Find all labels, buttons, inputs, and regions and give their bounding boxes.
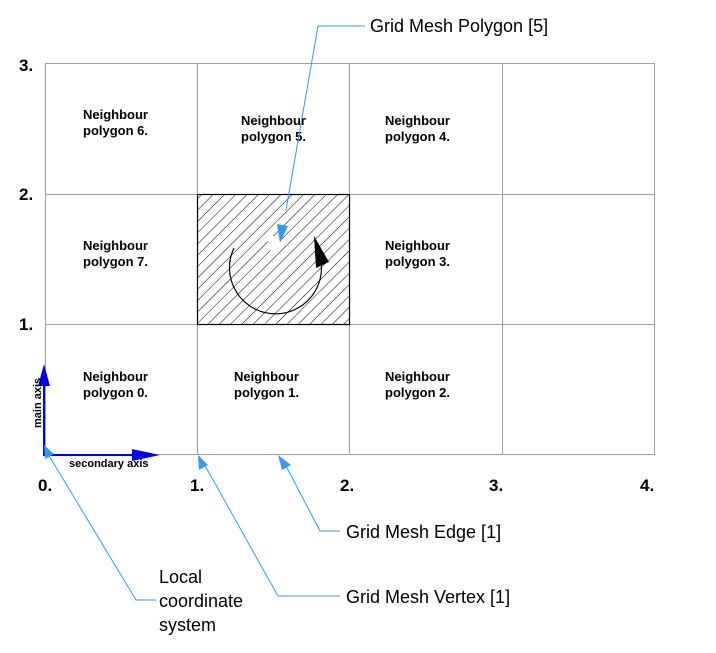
y-tick-label: 2. bbox=[19, 185, 33, 204]
y-tick-label: 1. bbox=[19, 315, 33, 334]
y-tick-labels: 1. 2. 3. bbox=[19, 56, 33, 334]
vertex-leader-arrowhead bbox=[198, 455, 208, 470]
secondary-axis-label: secondary axis bbox=[69, 458, 149, 470]
grid bbox=[45, 63, 655, 455]
x-tick-label: 4. bbox=[640, 476, 654, 495]
edge-callout: Grid Mesh Edge [1] bbox=[346, 522, 501, 542]
main-axis-arrowhead bbox=[38, 364, 50, 386]
local-cs-callout: Local coordinate system bbox=[159, 567, 243, 635]
neighbour-labels: Neighbour polygon 0. Neighbour polygon 1. … bbox=[83, 107, 450, 400]
x-tick-label: 2. bbox=[340, 476, 354, 495]
local-axes: main axis secondary axis bbox=[32, 364, 160, 470]
x-tick-label: 0. bbox=[38, 476, 52, 495]
leader-arrowheads bbox=[44, 224, 291, 470]
edge-leader-arrowhead bbox=[278, 455, 291, 470]
neighbour-label: Neighbour polygon 1. bbox=[234, 369, 299, 400]
orientation-arc bbox=[228, 245, 323, 315]
vertex-callout: Grid Mesh Vertex [1] bbox=[346, 587, 510, 607]
orientation-arrowhead bbox=[314, 236, 329, 268]
leader-lines bbox=[47, 25, 365, 601]
edge-leader-line bbox=[285, 465, 340, 532]
y-tick-label: 3. bbox=[19, 56, 33, 75]
x-tick-label: 1. bbox=[190, 476, 204, 495]
polygon-leader-line bbox=[285, 25, 365, 211]
neighbour-label: Neighbour polygon 0. bbox=[83, 369, 148, 400]
x-tick-labels: 0. 1. 2. 3. 4. bbox=[38, 476, 654, 495]
neighbour-label: Neighbour polygon 5. bbox=[241, 113, 306, 144]
local-cs-leader-line bbox=[47, 453, 156, 601]
vertex-leader-line bbox=[202, 461, 340, 597]
secondary-axis-arrowhead bbox=[132, 449, 160, 461]
neighbour-label: Neighbour polygon 7. bbox=[83, 238, 148, 269]
main-axis-label: main axis bbox=[32, 378, 44, 428]
polygon-leader-arrowhead bbox=[277, 224, 288, 243]
neighbour-label: Neighbour polygon 2. bbox=[385, 369, 450, 400]
neighbour-label: Neighbour polygon 3. bbox=[385, 238, 450, 269]
arrow-knockout bbox=[268, 236, 280, 250]
local-cs-leader-arrowhead bbox=[44, 445, 54, 459]
polygon-callout: Grid Mesh Polygon [5] bbox=[370, 16, 548, 36]
x-tick-label: 3. bbox=[489, 476, 503, 495]
neighbour-label: Neighbour polygon 4. bbox=[385, 113, 450, 144]
neighbour-label: Neighbour polygon 6. bbox=[83, 107, 148, 138]
